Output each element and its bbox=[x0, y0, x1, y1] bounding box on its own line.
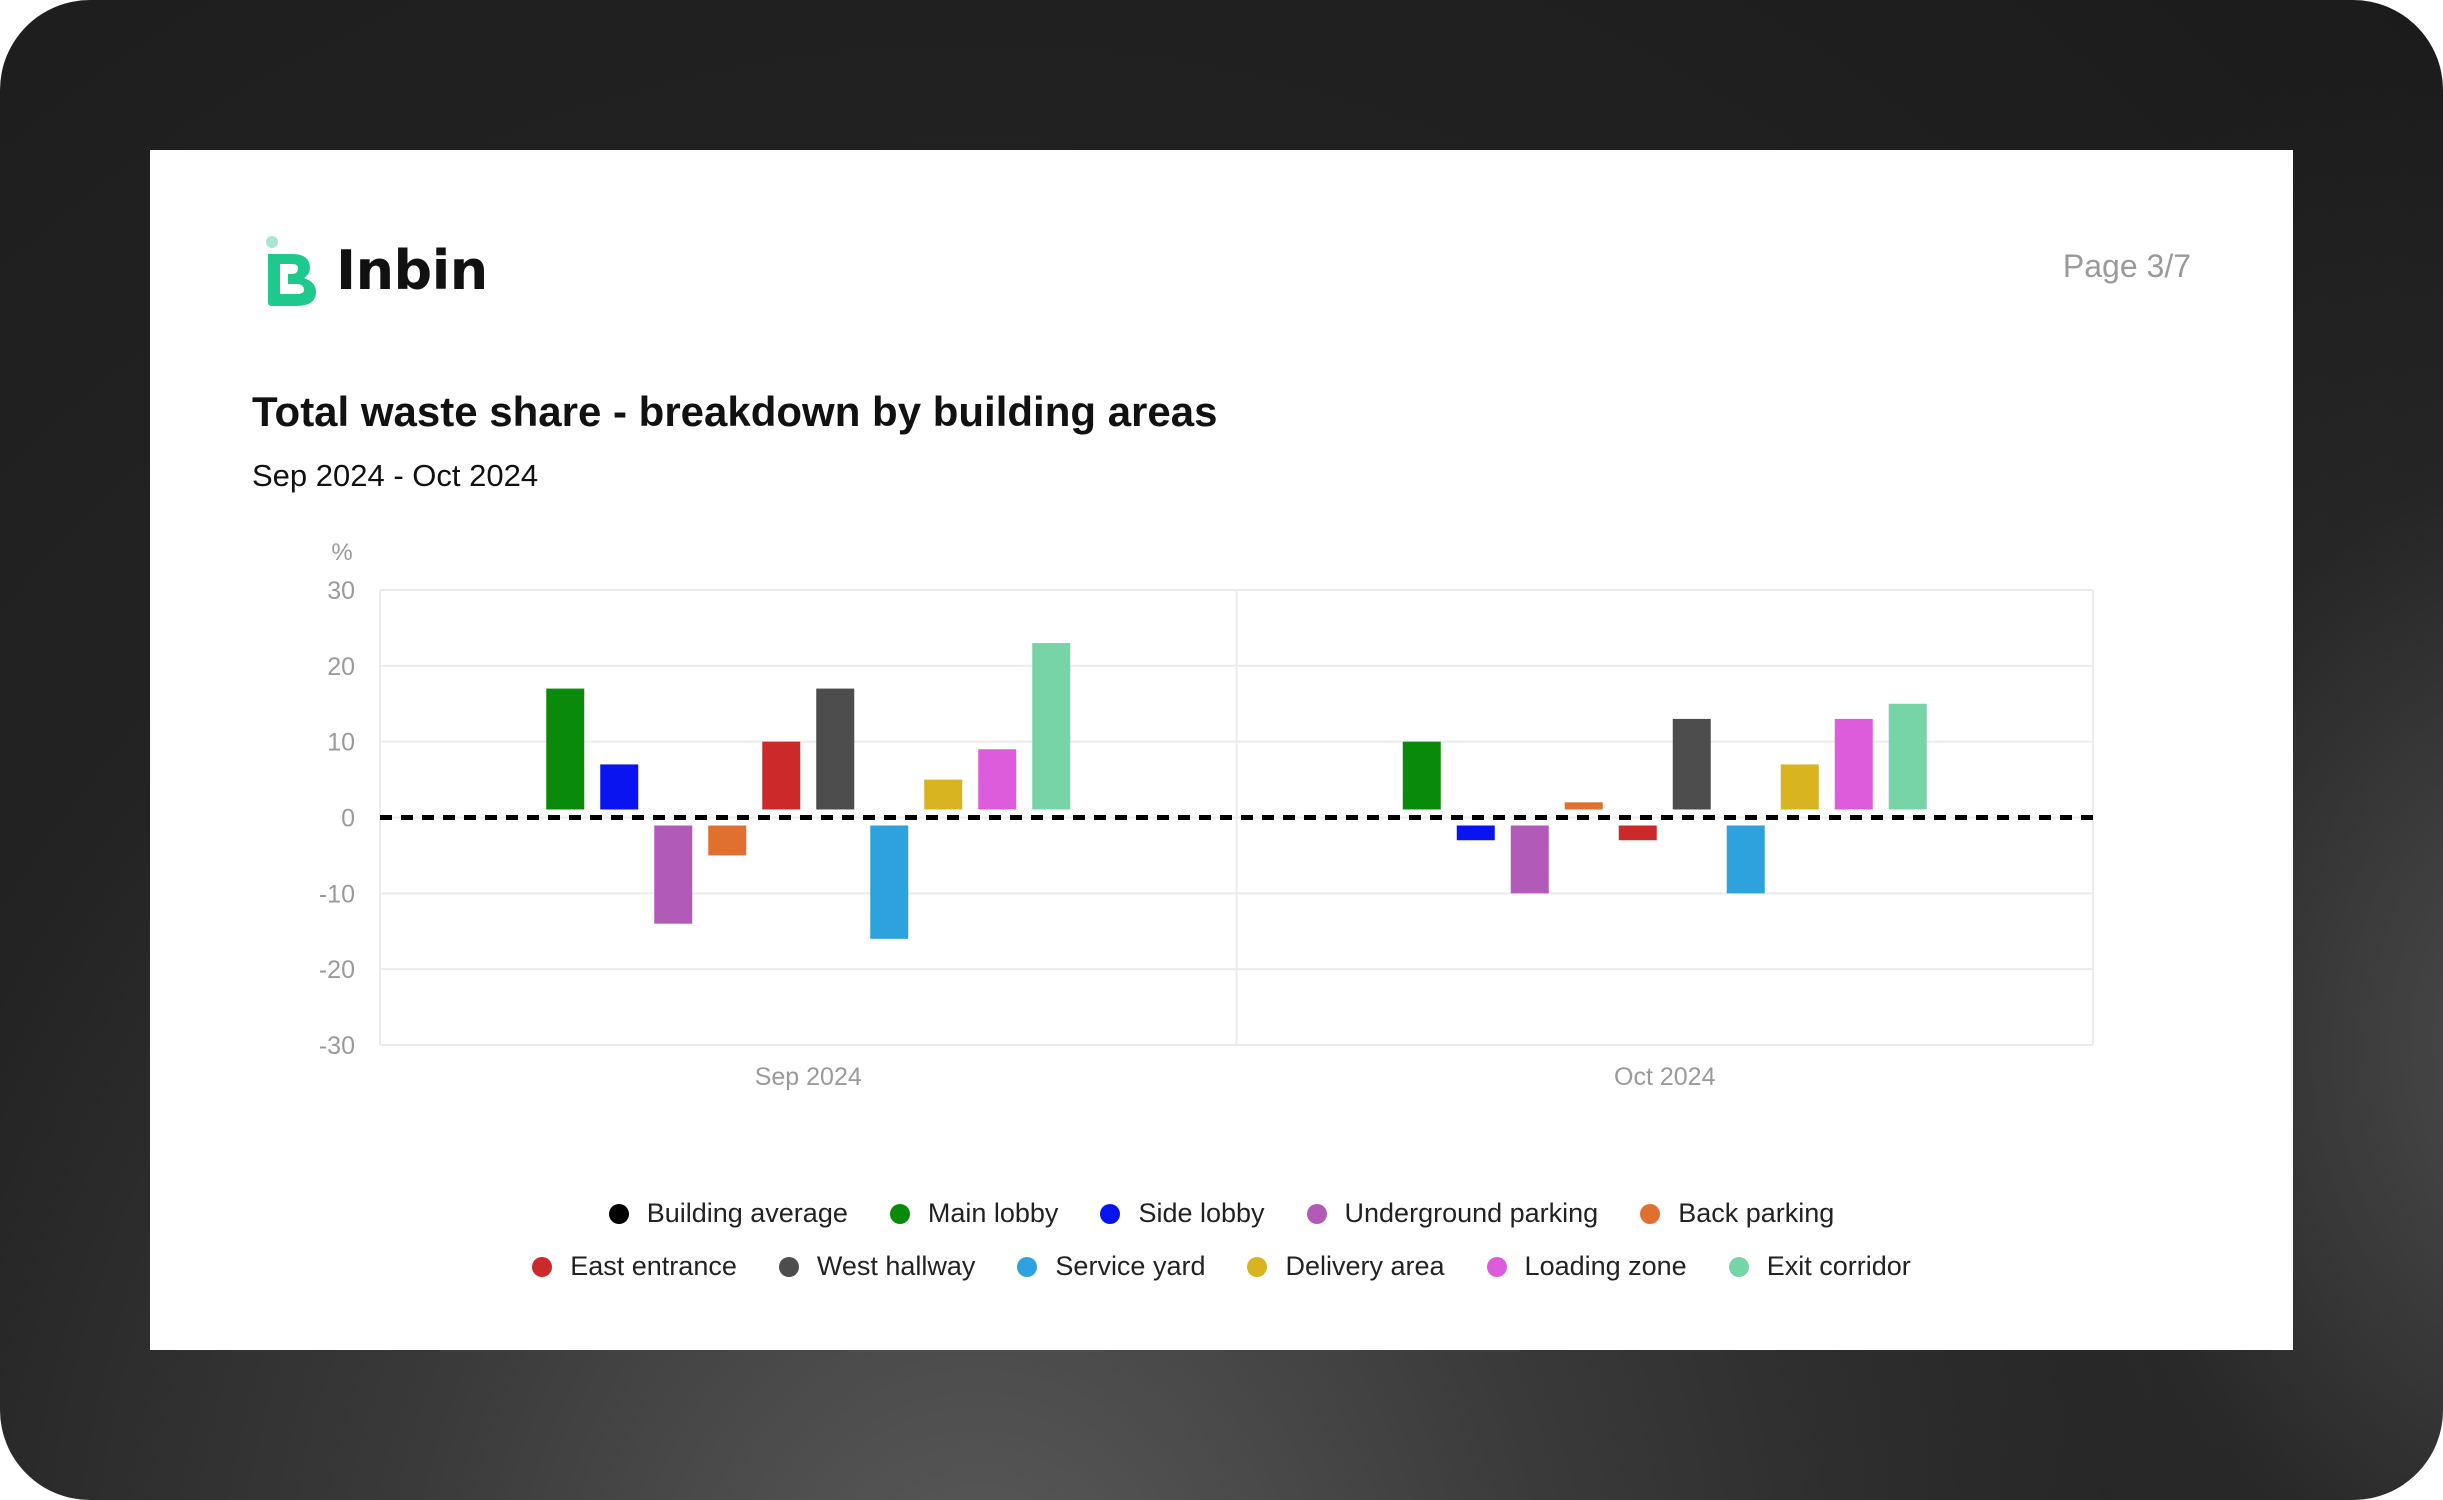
legend-label: Back parking bbox=[1678, 1198, 1835, 1228]
legend-item-west-hallway[interactable]: West hallway bbox=[778, 1251, 976, 1282]
legend-label: Main lobby bbox=[927, 1198, 1059, 1228]
legend-item-service-yard[interactable]: Service yard bbox=[1017, 1251, 1205, 1282]
bar-west-hallway bbox=[816, 688, 855, 810]
bar-service-yard bbox=[870, 825, 909, 939]
x-tick-label: Oct 2024 bbox=[1614, 1063, 1716, 1091]
bar-east-entrance bbox=[762, 741, 801, 810]
legend-item-loading-zone[interactable]: Loading zone bbox=[1486, 1251, 1687, 1282]
bar-chart: % 30 20 10 0 -10 -20 -30 Sep 2024 Oct 2024 bbox=[319, 540, 2094, 1091]
bar-delivery-area bbox=[924, 779, 963, 810]
chart-legend: Building average Main lobby Side lobby Unde… bbox=[150, 1198, 2293, 1282]
page-indicator: Page 3/7 bbox=[2062, 248, 2191, 284]
legend-dot-icon bbox=[889, 1203, 910, 1224]
bar-main-lobby bbox=[546, 688, 585, 810]
bar-delivery-area bbox=[1780, 764, 1819, 810]
x-tick-label: Sep 2024 bbox=[755, 1063, 862, 1091]
legend-row: Building average Main lobby Side lobby Unde… bbox=[608, 1198, 1834, 1229]
legend-label: Loading zone bbox=[1524, 1251, 1687, 1281]
bar-exit-corridor bbox=[1888, 703, 1927, 810]
brand-logo: Inbin bbox=[262, 230, 488, 310]
y-tick-label: 0 bbox=[341, 805, 355, 833]
bar-side-lobby bbox=[600, 764, 639, 810]
legend-item-delivery-area[interactable]: Delivery area bbox=[1247, 1251, 1445, 1282]
legend-item-building-average[interactable]: Building average bbox=[608, 1198, 848, 1229]
bar-service-yard bbox=[1726, 825, 1765, 894]
legend-item-exit-corridor[interactable]: Exit corridor bbox=[1728, 1251, 1911, 1282]
bar-underground-parking bbox=[1510, 825, 1549, 894]
legend-item-east-entrance[interactable]: East entrance bbox=[532, 1251, 737, 1282]
y-tick-label: 10 bbox=[327, 729, 355, 757]
legend-dot-icon bbox=[1247, 1256, 1268, 1277]
legend-dot-icon bbox=[1640, 1203, 1661, 1224]
legend-item-main-lobby[interactable]: Main lobby bbox=[889, 1198, 1059, 1229]
legend-dot-icon bbox=[1728, 1256, 1749, 1277]
legend-label: Exit corridor bbox=[1766, 1251, 1911, 1281]
bar-loading-zone bbox=[1834, 718, 1873, 810]
legend-label: Underground parking bbox=[1344, 1198, 1599, 1228]
legend-label: West hallway bbox=[816, 1251, 976, 1281]
bar-back-parking bbox=[708, 825, 747, 856]
legend-label: Side lobby bbox=[1138, 1198, 1265, 1228]
legend-dot-icon bbox=[1017, 1256, 1038, 1277]
legend-dot-icon bbox=[532, 1256, 553, 1277]
bar-back-parking bbox=[1564, 802, 1603, 810]
legend-label: Building average bbox=[646, 1198, 848, 1228]
legend-item-back-parking[interactable]: Back parking bbox=[1640, 1198, 1834, 1229]
legend-dot-icon bbox=[1100, 1203, 1121, 1224]
legend-label: Service yard bbox=[1055, 1251, 1206, 1281]
bar-loading-zone bbox=[978, 749, 1017, 810]
y-tick-label: -30 bbox=[319, 1032, 355, 1060]
bar-side-lobby bbox=[1456, 825, 1495, 841]
brand-name: Inbin bbox=[336, 238, 488, 302]
bar-east-entrance bbox=[1618, 825, 1657, 841]
legend-row: East entrance West hallway Service yard Del… bbox=[532, 1251, 1911, 1282]
legend-label: Delivery area bbox=[1285, 1251, 1445, 1281]
bar-west-hallway bbox=[1672, 718, 1711, 810]
legend-dot-icon bbox=[608, 1203, 629, 1224]
inbin-logo-icon bbox=[266, 236, 316, 306]
bar-exit-corridor bbox=[1032, 643, 1071, 810]
legend-item-side-lobby[interactable]: Side lobby bbox=[1100, 1198, 1265, 1229]
y-axis-unit-label: % bbox=[331, 540, 352, 566]
y-tick-label: -20 bbox=[319, 956, 355, 984]
bar-main-lobby bbox=[1402, 741, 1441, 810]
bar-underground-parking bbox=[654, 825, 693, 924]
chart-subtitle: Sep 2024 - Oct 2024 bbox=[252, 458, 539, 493]
legend-dot-icon bbox=[1486, 1256, 1507, 1277]
legend-item-underground-parking[interactable]: Underground parking bbox=[1306, 1198, 1599, 1229]
y-tick-label: 30 bbox=[327, 577, 355, 605]
y-tick-label: 20 bbox=[327, 653, 355, 681]
legend-dot-icon bbox=[1306, 1203, 1327, 1224]
y-tick-label: -10 bbox=[319, 880, 355, 908]
chart-title: Total waste share - breakdown by buildin… bbox=[252, 388, 1218, 435]
legend-dot-icon bbox=[778, 1256, 799, 1277]
report-page: Inbin Page 3/7 Total waste share - break… bbox=[150, 150, 2293, 1350]
legend-label: East entrance bbox=[570, 1251, 737, 1281]
